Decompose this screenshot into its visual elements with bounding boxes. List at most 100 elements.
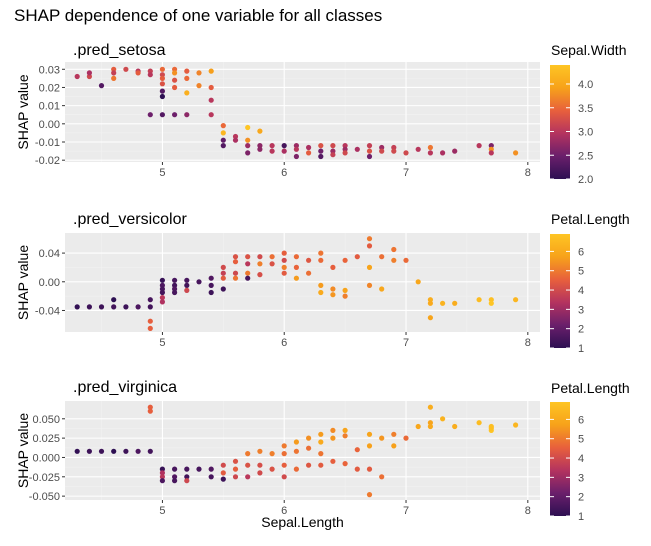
data-point bbox=[147, 297, 153, 303]
data-point bbox=[306, 257, 312, 263]
data-point bbox=[147, 72, 153, 78]
legend-tick-label: 3.0 bbox=[578, 127, 593, 139]
legend-tick-label: 3 bbox=[578, 472, 584, 484]
data-point bbox=[232, 259, 239, 265]
data-point bbox=[293, 254, 299, 260]
data-point bbox=[208, 275, 214, 281]
data-point bbox=[293, 275, 299, 281]
data-point bbox=[159, 66, 165, 72]
y-tick-label: -0.04 bbox=[35, 305, 60, 317]
data-point bbox=[172, 112, 178, 118]
data-point bbox=[196, 83, 202, 89]
data-point bbox=[379, 474, 385, 480]
data-point bbox=[184, 277, 190, 283]
data-point bbox=[232, 270, 239, 276]
data-point bbox=[306, 150, 312, 156]
legend-title: Petal.Length bbox=[551, 380, 630, 396]
facet-panel: .pred_virginica 5 6 7 8 -0.050 -0.025 0.000 0.02… bbox=[15, 379, 630, 530]
data-point bbox=[342, 461, 348, 467]
legend-tick-label: 2.0 bbox=[578, 174, 593, 186]
data-point bbox=[452, 300, 458, 306]
data-point bbox=[111, 75, 117, 81]
data-point bbox=[159, 295, 165, 301]
data-point bbox=[513, 150, 519, 156]
data-point bbox=[366, 466, 373, 472]
data-point bbox=[172, 277, 178, 283]
data-point bbox=[123, 448, 129, 454]
x-tick-label: 5 bbox=[159, 505, 165, 517]
data-point bbox=[208, 474, 214, 480]
data-point bbox=[123, 66, 129, 72]
data-point bbox=[147, 68, 153, 74]
data-point bbox=[184, 478, 190, 484]
panel-title: .pred_setosa bbox=[73, 42, 166, 59]
data-point bbox=[220, 462, 226, 468]
x-tick-label: 7 bbox=[403, 505, 409, 517]
data-point bbox=[306, 435, 312, 441]
data-point bbox=[415, 279, 421, 285]
legend-tick-label: 4.0 bbox=[578, 79, 593, 91]
data-point bbox=[232, 137, 239, 143]
data-point bbox=[379, 144, 385, 151]
x-tick-label: 7 bbox=[403, 337, 409, 349]
legend-tick-label: 4 bbox=[578, 285, 584, 297]
data-point bbox=[159, 474, 165, 480]
data-point bbox=[476, 420, 482, 426]
data-point bbox=[245, 254, 251, 260]
data-point bbox=[159, 289, 165, 296]
data-point bbox=[427, 420, 433, 426]
data-point bbox=[135, 448, 141, 454]
data-point bbox=[427, 300, 433, 306]
data-point bbox=[342, 150, 348, 156]
data-point bbox=[269, 148, 275, 154]
data-point bbox=[318, 289, 324, 296]
data-point bbox=[366, 282, 373, 288]
data-point bbox=[208, 282, 214, 288]
data-point bbox=[86, 70, 92, 76]
y-tick-label: 0.025 bbox=[32, 433, 60, 445]
data-point bbox=[159, 277, 165, 283]
legend-title: Petal.Length bbox=[551, 211, 630, 227]
data-point bbox=[293, 153, 299, 160]
y-tick-label: -0.050 bbox=[29, 491, 60, 503]
data-point bbox=[98, 304, 105, 310]
data-point bbox=[330, 458, 336, 464]
data-point bbox=[476, 143, 482, 149]
data-point bbox=[111, 448, 117, 454]
legend-tick-label: 2 bbox=[578, 492, 584, 504]
data-point bbox=[379, 286, 385, 292]
data-point bbox=[257, 470, 263, 476]
data-point bbox=[245, 462, 251, 468]
data-point bbox=[147, 318, 153, 324]
data-point bbox=[74, 73, 80, 80]
legend-title: Sepal.Width bbox=[551, 42, 626, 58]
y-tick-label: 0.000 bbox=[32, 452, 60, 464]
data-point bbox=[232, 275, 239, 281]
data-point bbox=[281, 451, 287, 457]
data-point bbox=[306, 144, 312, 151]
data-point bbox=[196, 70, 202, 76]
data-point bbox=[159, 88, 165, 94]
data-point bbox=[245, 474, 251, 480]
data-point bbox=[159, 478, 165, 484]
legend-tick-label: 6 bbox=[578, 246, 584, 258]
data-point bbox=[159, 112, 165, 118]
legend-tick-label: 2 bbox=[578, 324, 584, 336]
data-point bbox=[232, 474, 239, 480]
data-point bbox=[147, 325, 153, 331]
data-point bbox=[220, 470, 226, 476]
x-tick-label: 5 bbox=[159, 337, 165, 349]
data-point bbox=[427, 150, 433, 156]
data-point bbox=[366, 264, 373, 270]
data-point bbox=[172, 282, 178, 288]
panel-background bbox=[65, 233, 540, 332]
legend-tick-label: 1 bbox=[578, 343, 584, 355]
data-point bbox=[318, 282, 324, 288]
panel-title: .pred_versicolor bbox=[73, 211, 188, 228]
y-tick-label: 0.04 bbox=[39, 248, 60, 260]
data-point bbox=[366, 153, 373, 160]
x-tick-label: 6 bbox=[281, 505, 287, 517]
legend-colorbar bbox=[550, 402, 570, 516]
legend-colorbar bbox=[550, 65, 570, 179]
